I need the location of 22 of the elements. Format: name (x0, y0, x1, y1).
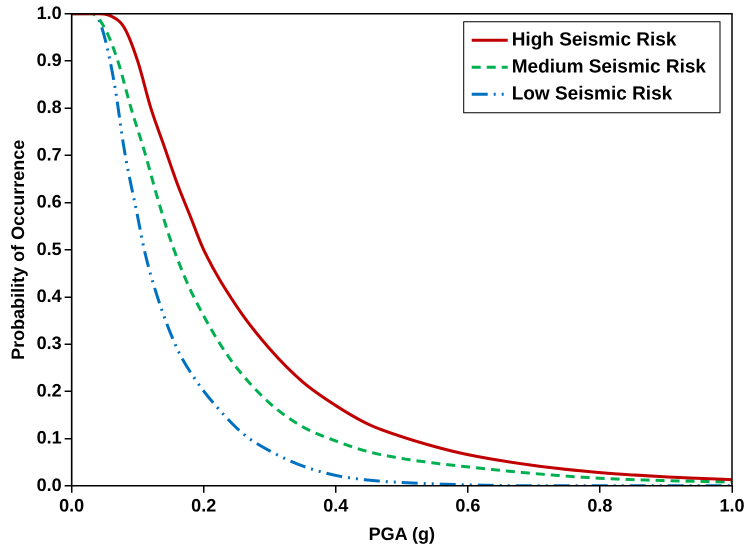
x-tick-label: 0.0 (59, 496, 84, 516)
y-tick-label: 1.0 (36, 2, 62, 23)
x-tick-label: 0.6 (455, 496, 480, 516)
y-tick-label: 0.0 (36, 474, 62, 495)
y-tick-label: 0.6 (36, 192, 62, 212)
y-tick-label: 0.7 (36, 144, 62, 164)
y-tick-label: 0.9 (36, 50, 62, 70)
y-tick-label: 0.5 (36, 238, 62, 259)
x-tick-label: 0.2 (191, 496, 216, 516)
y-tick-label: 0.3 (36, 333, 62, 354)
y-tick-label: 0.4 (36, 286, 62, 306)
x-tick-label: 0.8 (587, 496, 612, 516)
legend-label: High Seismic Risk (512, 30, 677, 51)
legend-label: Low Seismic Risk (512, 84, 673, 105)
y-tick-label: 0.8 (36, 97, 62, 118)
x-axis-title: PGA (g) (368, 524, 435, 544)
y-axis-title: Probability of Occurrence (8, 140, 28, 360)
legend-label: Medium Seismic Risk (512, 56, 706, 78)
y-tick-label: 0.1 (36, 428, 62, 448)
y-tick-label: 0.2 (36, 380, 62, 400)
x-tick-label: 1.0 (719, 496, 745, 516)
x-tick-label: 0.4 (323, 496, 348, 516)
